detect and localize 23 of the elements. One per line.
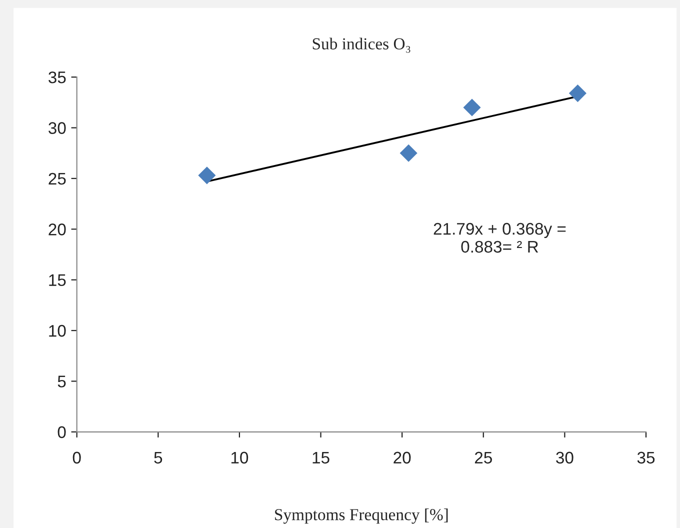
x-tick-label: 25 <box>474 452 492 464</box>
x-tick-label: 0 <box>72 452 81 464</box>
x-tick-label: 35 <box>637 452 655 464</box>
y-tick-label: 20 <box>48 224 66 236</box>
annotation: 21.79x + 0.368y = 0.883= ² R <box>434 222 566 253</box>
x-tick-label: 10 <box>231 452 248 464</box>
point <box>400 144 418 162</box>
x-tick-label: 30 <box>556 452 574 464</box>
x-tick-label: 15 <box>312 452 330 464</box>
point <box>568 84 586 102</box>
x-tick-label: 20 <box>394 452 411 464</box>
point <box>463 98 481 116</box>
y-tick-label: 30 <box>48 122 66 134</box>
x-axis-title: Symptoms Frequency [%] <box>275 508 448 524</box>
x-tick-label: 5 <box>154 452 162 464</box>
point <box>198 166 216 184</box>
chart-title: Sub indices O₃ <box>312 38 410 53</box>
y-tick-label: 5 <box>58 376 66 388</box>
y-tick-label: 0 <box>58 426 66 438</box>
y-tick-label: 10 <box>49 324 66 337</box>
y-tick-label: 35 <box>48 71 66 84</box>
y-tick-label: 25 <box>48 172 66 185</box>
y-tick-label: 15 <box>49 274 66 286</box>
